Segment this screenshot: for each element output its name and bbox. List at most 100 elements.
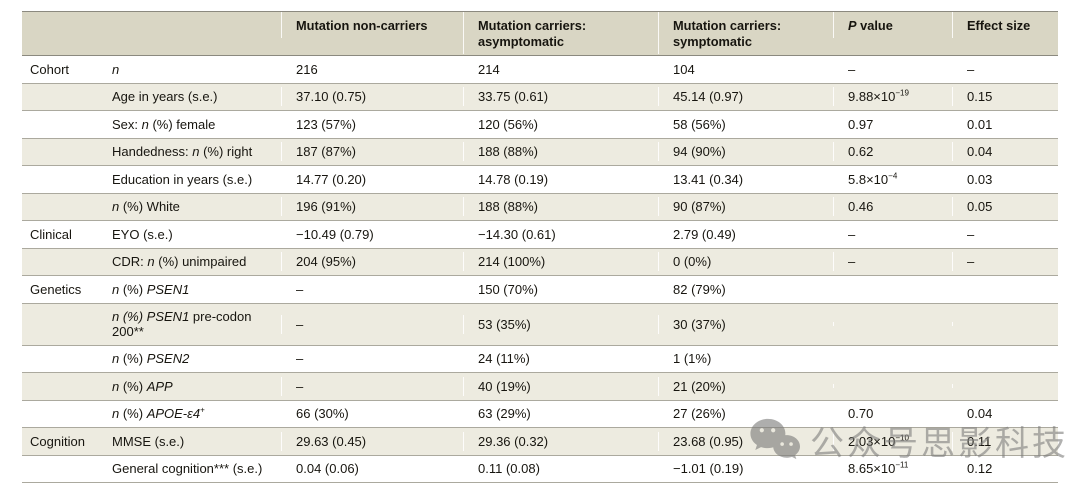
value-symptomatic: 21 (20%)	[658, 376, 833, 396]
value-noncarriers: 66 (30%)	[281, 404, 463, 424]
value-effectsize: 0.15	[952, 87, 1058, 107]
table-row: Genetics n (%) PSEN1 – 150 (70%) 82 (79%…	[22, 276, 1058, 304]
variable-cell: Handedness: n (%) right	[112, 144, 253, 160]
value-asymptomatic: 120 (56%)	[463, 114, 658, 134]
variable-cell: CDR: n (%) unimpaired	[112, 254, 247, 270]
table-row: Age in years (s.e.) 37.10 (0.75) 33.75 (…	[22, 83, 1058, 111]
value-noncarriers: 29.63 (0.45)	[281, 431, 463, 451]
category-cell	[22, 357, 98, 361]
value-effectsize	[952, 322, 1058, 326]
value-pvalue	[833, 287, 952, 292]
value-noncarriers: 204 (95%)	[281, 252, 463, 272]
table-row: Clinical EYO (s.e.) −10.49 (0.79) −14.30…	[22, 221, 1058, 249]
value-asymptomatic: 188 (88%)	[463, 197, 658, 217]
value-effectsize: –	[952, 252, 1058, 272]
category-cell: Cognition	[30, 433, 85, 449]
value-pvalue: 8.65×10−11	[833, 459, 952, 479]
value-pvalue: 0.97	[833, 114, 952, 134]
value-pvalue: 2.03×10−10	[833, 431, 952, 451]
variable-cell: n (%) PSEN1 pre-codon 200**	[112, 309, 252, 339]
variable-cell: Age in years (s.e.)	[112, 89, 218, 105]
value-noncarriers: –	[281, 376, 463, 396]
variable-cell: General cognition*** (s.e.)	[112, 461, 263, 477]
variable-cell: n	[112, 61, 120, 77]
value-pvalue: 0.46	[833, 197, 952, 217]
value-symptomatic: 104	[658, 59, 833, 79]
value-pvalue: 0.62	[833, 142, 952, 162]
value-asymptomatic: 40 (19%)	[463, 376, 658, 396]
category-cell	[22, 467, 98, 471]
table-row: n (%) APOE-ε4+ 66 (30%) 63 (29%) 27 (26%…	[22, 400, 1058, 428]
value-symptomatic: 58 (56%)	[658, 114, 833, 134]
value-symptomatic: 0 (0%)	[658, 252, 833, 272]
value-pvalue: 5.8×10−4	[833, 169, 952, 189]
value-symptomatic: 90 (87%)	[658, 197, 833, 217]
value-effectsize: 0.12	[952, 459, 1058, 479]
value-pvalue: –	[833, 224, 952, 244]
value-noncarriers: 216	[281, 59, 463, 79]
value-noncarriers: 196 (91%)	[281, 197, 463, 217]
value-asymptomatic: 0.11 (0.08)	[463, 459, 658, 479]
value-noncarriers: 187 (87%)	[281, 142, 463, 162]
value-pvalue	[833, 384, 952, 389]
table-body: Cohort n 216 214 104 – – Age in years (s…	[22, 56, 1058, 483]
header-cell-effectsize: Effect size	[952, 12, 1058, 38]
value-symptomatic: 13.41 (0.34)	[658, 169, 833, 189]
value-effectsize: –	[952, 224, 1058, 244]
table-row: CDR: n (%) unimpaired 204 (95%) 214 (100…	[22, 248, 1058, 276]
value-symptomatic: 30 (37%)	[658, 314, 833, 334]
value-asymptomatic: 188 (88%)	[463, 142, 658, 162]
header-cell-category	[22, 12, 98, 22]
value-symptomatic: 23.68 (0.95)	[658, 431, 833, 451]
category-cell: Clinical	[30, 226, 72, 242]
value-asymptomatic: 53 (35%)	[463, 314, 658, 334]
category-cell	[22, 150, 98, 154]
value-asymptomatic: 214 (100%)	[463, 252, 658, 272]
value-asymptomatic: 214	[463, 59, 658, 79]
value-effectsize: 0.04	[952, 142, 1058, 162]
table-row: Sex: n (%) female 123 (57%) 120 (56%) 58…	[22, 111, 1058, 139]
table-row: n (%) PSEN2 – 24 (11%) 1 (1%)	[22, 345, 1058, 373]
header-cell-noncarriers: Mutation non-carriers	[281, 12, 463, 38]
value-pvalue: 9.88×10−19	[833, 87, 952, 107]
value-pvalue: –	[833, 252, 952, 272]
value-asymptomatic: −14.30 (0.61)	[463, 224, 658, 244]
category-cell	[22, 205, 98, 209]
value-effectsize	[952, 384, 1058, 389]
value-asymptomatic: 150 (70%)	[463, 279, 658, 299]
value-asymptomatic: 63 (29%)	[463, 404, 658, 424]
value-symptomatic: 1 (1%)	[658, 349, 833, 369]
category-cell	[22, 384, 98, 388]
value-effectsize	[952, 356, 1058, 361]
table-row: Cohort n 216 214 104 – –	[22, 56, 1058, 84]
header-cell-asymptomatic: Mutation carriers: asymptomatic	[463, 12, 658, 54]
value-noncarriers: 37.10 (0.75)	[281, 87, 463, 107]
value-noncarriers: 123 (57%)	[281, 114, 463, 134]
variable-cell: n (%) APOE-ε4+	[112, 405, 205, 422]
variable-cell: n (%) White	[112, 199, 180, 215]
table-row: n (%) White 196 (91%) 188 (88%) 90 (87%)…	[22, 193, 1058, 221]
value-effectsize: 0.11	[952, 431, 1058, 451]
header-cell-variable	[98, 12, 281, 22]
table-row: n (%) APP – 40 (19%) 21 (20%)	[22, 373, 1058, 401]
value-symptomatic: −1.01 (0.19)	[658, 459, 833, 479]
category-cell	[22, 122, 98, 126]
variable-cell: n (%) APP	[112, 378, 173, 394]
value-asymptomatic: 33.75 (0.61)	[463, 87, 658, 107]
value-effectsize	[952, 287, 1058, 292]
category-cell: Cohort	[30, 61, 70, 77]
category-cell	[22, 260, 98, 264]
category-cell	[22, 177, 98, 181]
value-symptomatic: 94 (90%)	[658, 142, 833, 162]
value-noncarriers: –	[281, 314, 463, 334]
value-pvalue	[833, 356, 952, 361]
table-row: Education in years (s.e.) 14.77 (0.20) 1…	[22, 166, 1058, 194]
value-asymptomatic: 14.78 (0.19)	[463, 169, 658, 189]
variable-cell: MMSE (s.e.)	[112, 433, 185, 449]
value-effectsize: 0.03	[952, 169, 1058, 189]
value-asymptomatic: 24 (11%)	[463, 349, 658, 369]
value-effectsize: –	[952, 59, 1058, 79]
value-symptomatic: 82 (79%)	[658, 279, 833, 299]
value-noncarriers: 14.77 (0.20)	[281, 169, 463, 189]
header-cell-pvalue: P value	[833, 12, 952, 38]
